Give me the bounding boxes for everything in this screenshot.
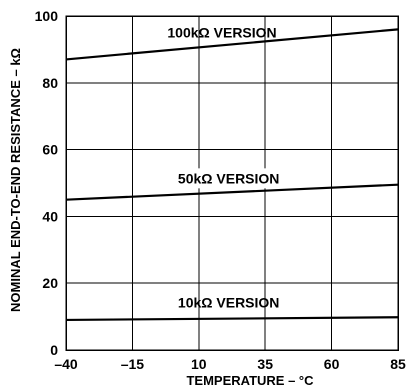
x-tick-label: –40 xyxy=(54,356,78,372)
x-axis-label: TEMPERATURE – °C xyxy=(186,373,314,388)
y-tick-label: 40 xyxy=(42,208,58,224)
y-tick-label: 20 xyxy=(42,275,58,291)
series-line xyxy=(65,183,399,201)
series-label: 50kΩ VERSION xyxy=(178,170,280,186)
plot-border xyxy=(65,15,399,351)
y-axis-label: NOMINAL END-TO-END RESISTANCE – kΩ xyxy=(8,48,23,312)
series-line xyxy=(65,28,399,61)
x-tick-label: 10 xyxy=(191,356,207,372)
y-tick-label: 0 xyxy=(50,342,58,358)
series-label: 10kΩ VERSION xyxy=(178,295,280,311)
series-label-background xyxy=(171,168,286,189)
x-tick-label: –15 xyxy=(121,356,145,372)
series-layer xyxy=(65,28,399,322)
y-tick-label: 60 xyxy=(42,142,58,158)
x-tick-label: 35 xyxy=(257,356,273,372)
series-line xyxy=(65,316,399,322)
x-tick-label: 60 xyxy=(324,356,340,372)
y-tick-label: 80 xyxy=(42,75,58,91)
x-tick-label: 85 xyxy=(390,356,406,372)
tick-layer: –40 –15 10 35 60 85 0 20 40 60 80 100 xyxy=(35,8,406,372)
grid-layer xyxy=(65,15,399,351)
series-label: 100kΩ VERSION xyxy=(167,24,276,40)
label-layer: 100kΩ VERSION 50kΩ VERSION 10kΩ VERSION xyxy=(167,24,286,311)
y-tick-label: 100 xyxy=(35,8,59,24)
